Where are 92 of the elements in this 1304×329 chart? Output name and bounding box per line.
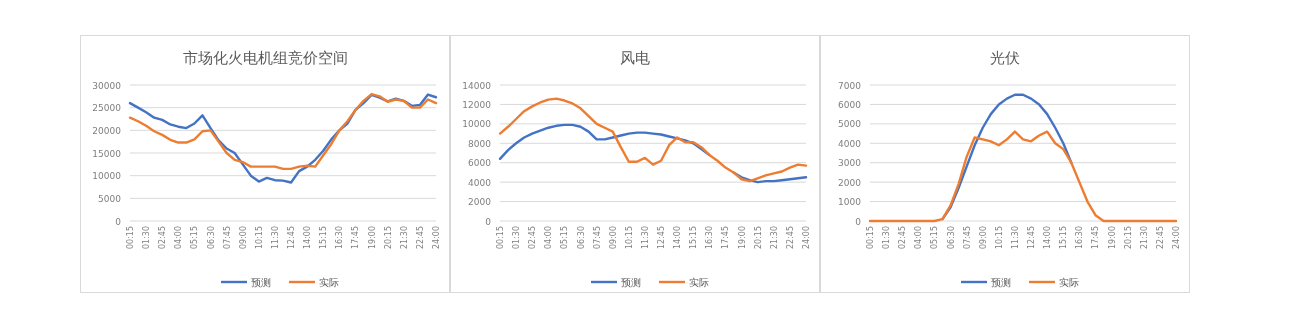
x-tick-label: 07:45 <box>222 226 232 250</box>
y-tick-label: 3000 <box>838 158 862 169</box>
x-tick-label: 21:30 <box>399 226 409 250</box>
x-tick-label: 19:00 <box>367 226 377 250</box>
legend-label: 预测 <box>621 277 641 288</box>
x-tick-label: 12:45 <box>657 226 667 250</box>
y-tick-label: 14000 <box>462 80 492 91</box>
x-tick-label: 11:30 <box>1010 226 1020 250</box>
y-tick-label: 2000 <box>468 197 492 208</box>
y-tick-label: 5000 <box>838 119 862 130</box>
x-tick-label: 17:45 <box>1091 226 1101 250</box>
x-tick-label: 14:00 <box>673 226 683 250</box>
legend-label: 实际 <box>689 277 709 288</box>
x-tick-label: 06:30 <box>206 226 216 250</box>
y-tick-label: 4000 <box>838 138 862 149</box>
x-tick-label: 15:15 <box>1059 226 1069 250</box>
y-tick-label: 6000 <box>838 99 862 110</box>
y-tick-label: 5000 <box>98 193 122 204</box>
x-tick-label: 19:00 <box>737 226 747 250</box>
x-tick-label: 21:30 <box>1139 226 1149 250</box>
x-tick-label: 04:00 <box>544 226 554 250</box>
x-tick-label: 05:15 <box>190 226 200 250</box>
y-tick-label: 0 <box>485 216 492 227</box>
x-tick-label: 07:45 <box>592 226 602 250</box>
x-tick-label: 04:00 <box>914 226 924 250</box>
y-tick-label: 25000 <box>92 103 122 114</box>
x-tick-label: 01:30 <box>142 226 152 250</box>
y-tick-label: 12000 <box>462 99 492 110</box>
x-tick-label: 20:15 <box>1123 226 1133 250</box>
x-tick-label: 15:15 <box>689 226 699 250</box>
legend-label: 预测 <box>251 277 271 288</box>
x-tick-label: 22:45 <box>785 226 795 250</box>
x-tick-label: 16:30 <box>335 226 345 250</box>
x-tick-label: 22:45 <box>1155 226 1165 250</box>
x-tick-label: 06:30 <box>946 226 956 250</box>
x-tick-label: 10:15 <box>624 226 634 250</box>
x-tick-label: 02:45 <box>158 226 168 250</box>
x-tick-label: 00:15 <box>496 226 505 250</box>
y-tick-label: 10000 <box>92 171 122 182</box>
x-tick-label: 12:45 <box>1027 226 1037 250</box>
x-tick-label: 21:30 <box>769 226 779 250</box>
x-tick-label: 16:30 <box>1075 226 1085 250</box>
x-tick-label: 01:30 <box>512 226 522 250</box>
x-tick-label: 06:30 <box>576 226 586 250</box>
x-tick-label: 02:45 <box>898 226 908 250</box>
x-tick-label: 12:45 <box>287 226 297 250</box>
y-tick-label: 7000 <box>838 80 862 91</box>
x-tick-label: 05:15 <box>930 226 940 250</box>
y-tick-label: 10000 <box>462 119 492 130</box>
chart-title: 风电 <box>620 49 650 67</box>
x-tick-label: 09:00 <box>608 226 618 250</box>
x-tick-label: 04:00 <box>174 226 184 250</box>
x-tick-label: 05:15 <box>560 226 570 250</box>
x-tick-label: 20:15 <box>383 226 393 250</box>
x-tick-label: 11:30 <box>640 226 650 250</box>
x-tick-label: 10:15 <box>254 226 264 250</box>
x-tick-label: 24:00 <box>432 226 441 250</box>
y-tick-label: 20000 <box>92 125 122 136</box>
x-tick-label: 17:45 <box>351 226 361 250</box>
y-tick-label: 15000 <box>92 148 122 159</box>
x-tick-label: 09:00 <box>978 226 988 250</box>
x-tick-label: 09:00 <box>238 226 248 250</box>
legend-label: 预测 <box>991 277 1011 288</box>
y-tick-label: 1000 <box>838 197 862 208</box>
y-tick-label: 0 <box>855 216 862 227</box>
legend-label: 实际 <box>319 277 339 288</box>
x-tick-label: 00:15 <box>126 226 135 250</box>
y-tick-label: 30000 <box>92 80 122 91</box>
chart-title: 光伏 <box>990 49 1020 67</box>
x-tick-label: 22:45 <box>415 226 425 250</box>
legend-label: 实际 <box>1059 277 1079 288</box>
x-tick-label: 24:00 <box>802 226 811 250</box>
y-tick-label: 0 <box>115 216 122 227</box>
x-tick-label: 15:15 <box>319 226 329 250</box>
x-tick-label: 02:45 <box>528 226 538 250</box>
x-tick-label: 10:15 <box>994 226 1004 250</box>
x-tick-label: 11:30 <box>270 226 280 250</box>
x-tick-label: 01:30 <box>882 226 892 250</box>
x-tick-label: 17:45 <box>721 226 731 250</box>
x-tick-label: 14:00 <box>1043 226 1053 250</box>
x-tick-label: 07:45 <box>962 226 972 250</box>
x-tick-label: 14:00 <box>303 226 313 250</box>
y-tick-label: 8000 <box>468 138 492 149</box>
x-tick-label: 00:15 <box>866 226 875 250</box>
x-tick-label: 20:15 <box>753 226 763 250</box>
y-tick-label: 2000 <box>838 177 862 188</box>
x-tick-label: 16:30 <box>705 226 715 250</box>
chart-title: 市场化火电机组竞价空间 <box>182 49 348 67</box>
x-tick-label: 24:00 <box>1172 226 1181 250</box>
x-tick-label: 19:00 <box>1107 226 1117 250</box>
y-tick-label: 4000 <box>468 177 492 188</box>
y-tick-label: 6000 <box>468 158 492 169</box>
